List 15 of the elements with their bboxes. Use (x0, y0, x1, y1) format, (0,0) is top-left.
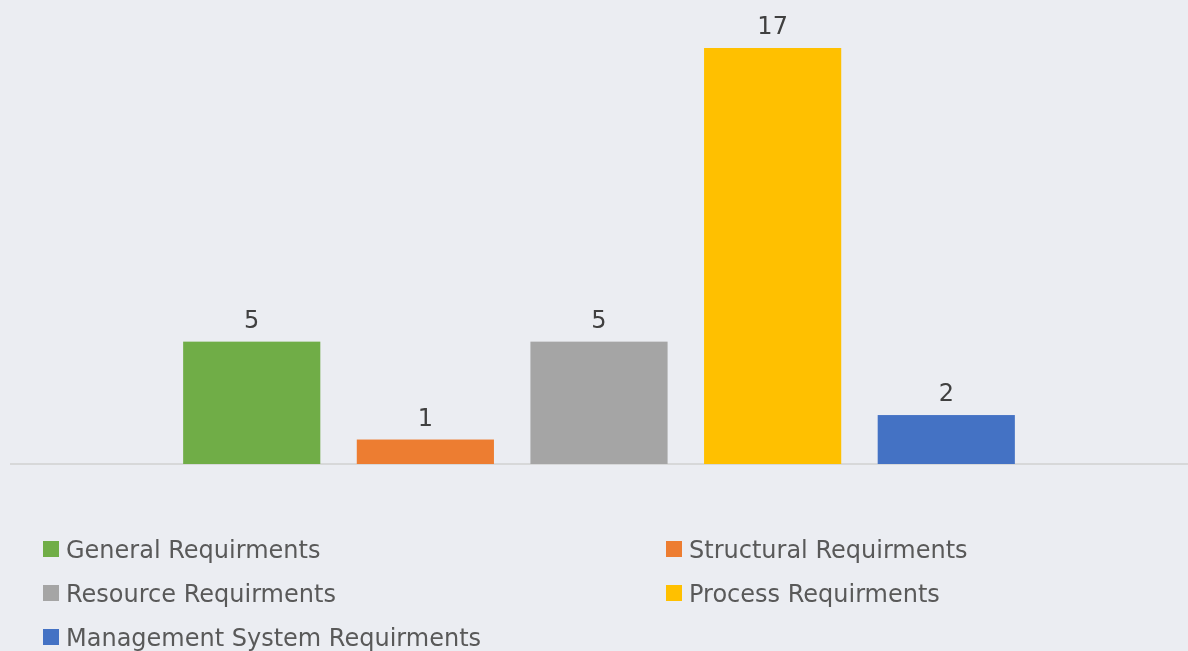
data-label: 5 (244, 305, 260, 334)
legend-label: General Requirments (66, 536, 321, 564)
legend-label: Process Requirments (689, 580, 940, 608)
data-label: 2 (938, 379, 954, 408)
bar (704, 48, 842, 464)
data-label: 17 (757, 12, 788, 40)
legend-label: Resource Requirments (66, 580, 336, 608)
data-label: 5 (591, 305, 607, 334)
legend-label: Management System Requirments (66, 624, 482, 651)
bar (356, 439, 494, 464)
bar (183, 341, 321, 464)
legend-label: Structural Requirments (689, 536, 968, 564)
bar (530, 341, 668, 464)
data-label: 1 (417, 403, 433, 432)
bar (877, 415, 1015, 464)
